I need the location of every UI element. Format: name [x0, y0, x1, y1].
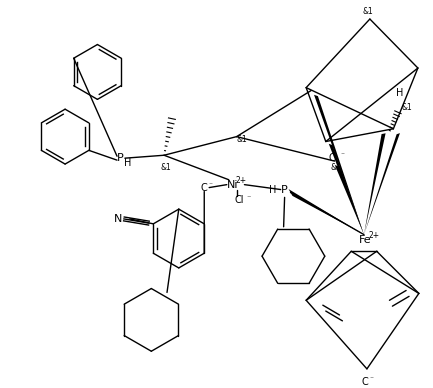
Text: &1: &1 — [236, 135, 247, 144]
Polygon shape — [364, 133, 386, 235]
Text: &1: &1 — [161, 163, 171, 171]
Polygon shape — [364, 133, 400, 235]
Text: C: C — [201, 183, 208, 192]
Text: C: C — [329, 153, 336, 163]
Text: P: P — [116, 153, 123, 163]
Text: 2+: 2+ — [368, 231, 379, 240]
Text: &1: &1 — [362, 7, 373, 16]
Text: H: H — [396, 88, 403, 97]
Text: Fe: Fe — [359, 234, 372, 244]
Text: ⁻: ⁻ — [246, 193, 251, 202]
Text: Ni: Ni — [227, 180, 238, 190]
Text: H: H — [269, 185, 277, 194]
Polygon shape — [335, 165, 364, 235]
Text: &1: &1 — [330, 163, 341, 173]
Text: N: N — [114, 214, 122, 224]
Text: 2+: 2+ — [236, 176, 247, 185]
Polygon shape — [288, 189, 364, 235]
Text: ⁻: ⁻ — [370, 374, 374, 383]
Text: P: P — [281, 185, 288, 194]
Polygon shape — [329, 144, 364, 235]
Text: H: H — [124, 158, 132, 168]
Text: Cl: Cl — [235, 195, 244, 205]
Text: &1: &1 — [402, 103, 413, 112]
Text: ⁻: ⁻ — [340, 151, 345, 160]
Text: ⁻: ⁻ — [208, 180, 212, 189]
Text: C: C — [362, 377, 368, 386]
Polygon shape — [314, 95, 364, 235]
